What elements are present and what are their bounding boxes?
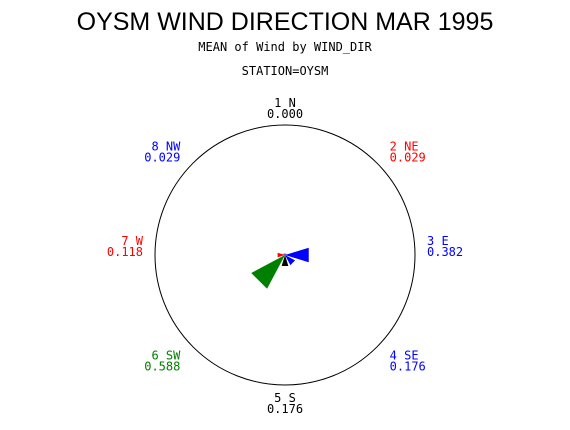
sector-2-ne [285,253,287,255]
label-3-e: 3 E [427,234,449,248]
label-1-n: 1 N [274,96,296,110]
station-label: STATION=OYSM [242,64,329,78]
chart-title: OYSM WIND DIRECTION MAR 1995 [77,8,494,36]
value-8-nw: 0.029 [144,150,180,164]
value-4-se: 0.176 [390,360,426,374]
label-4-se: 4 SE [390,349,419,363]
value-3-e: 0.382 [427,245,463,259]
value-1-n: 0.000 [267,107,303,121]
sector-4-se [285,255,296,266]
value-2-ne: 0.029 [390,150,426,164]
wind-sectors [251,247,309,289]
compass-circle [154,124,416,386]
sector-6-sw [251,255,285,289]
label-2-ne: 2 NE [390,139,419,153]
label-5-s: 5 S [274,391,296,405]
label-6-sw: 6 SW [151,349,181,363]
sector-3-e [285,247,309,263]
label-8-nw: 8 NW [151,139,181,153]
value-5-s: 0.176 [267,402,303,416]
chart-subtitle: MEAN of Wind by WIND_DIR [198,40,372,54]
sector-8-nw [283,253,285,255]
sector-1-n [284,253,286,255]
sector-5-s [281,255,289,266]
label-7-w: 7 W [121,234,143,248]
value-7-w: 0.118 [107,245,143,259]
value-6-sw: 0.588 [144,360,180,374]
sector-7-w [277,252,285,258]
